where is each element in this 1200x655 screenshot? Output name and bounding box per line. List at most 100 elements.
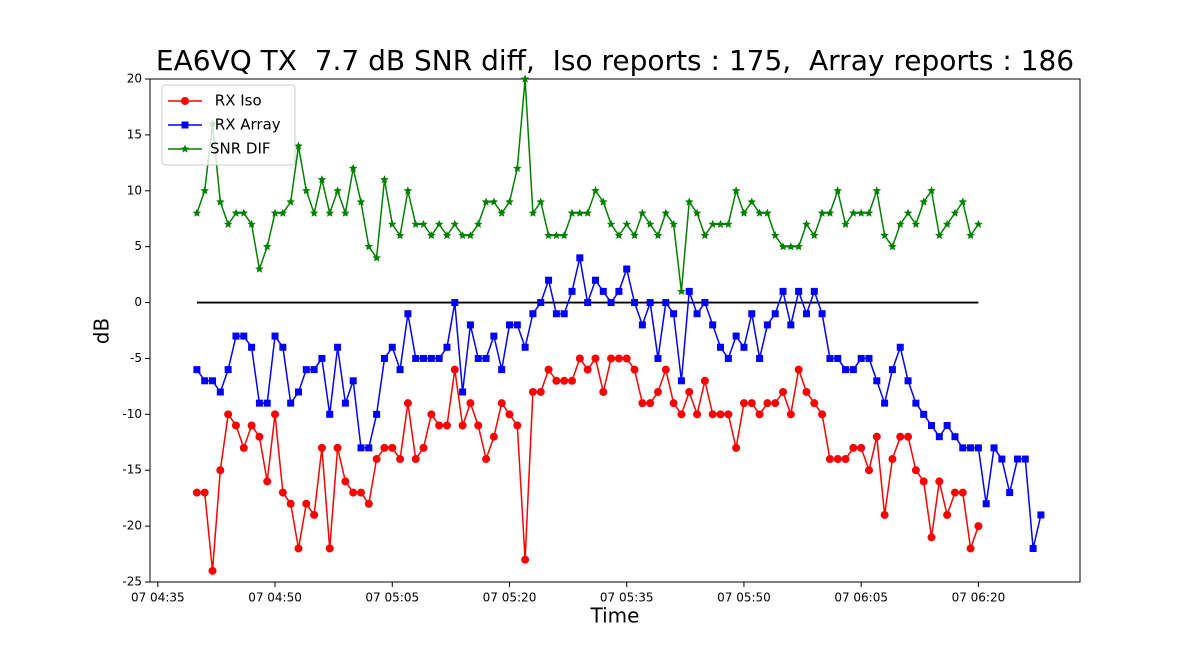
marker [420,354,428,362]
marker [443,343,451,351]
plot-frame [149,78,1081,583]
marker [966,544,975,553]
y-tick-label: 0 [134,295,142,309]
marker [810,287,818,295]
marker [856,208,866,217]
marker [700,231,710,240]
marker [568,287,576,295]
marker [739,208,749,217]
marker [958,197,968,206]
marker [373,410,381,418]
marker [748,310,756,318]
marker [552,376,561,385]
marker [756,354,764,362]
marker [435,354,443,362]
x-tick-label: 07 06:05 [834,591,888,605]
marker [716,410,725,419]
marker [388,219,397,228]
marker [864,208,874,217]
marker [200,186,209,195]
marker [974,522,983,531]
marker [732,443,741,452]
marker [888,242,897,251]
marker [661,365,670,374]
marker [201,377,209,385]
marker [841,219,850,228]
marker [388,343,396,351]
marker [231,421,240,430]
marker [888,455,897,464]
x-axis-label: Time [590,604,640,628]
marker [309,208,319,217]
legend-box [161,84,296,166]
marker [333,443,342,452]
marker [771,310,779,318]
marker [216,388,224,396]
marker [466,321,474,329]
marker [669,399,678,408]
marker [302,499,311,508]
marker [208,566,217,575]
marker [372,455,381,464]
marker [943,510,952,519]
marker [497,399,506,408]
marker [896,219,905,228]
marker [513,421,522,430]
marker [255,264,264,273]
marker [802,219,811,228]
marker [865,354,873,362]
marker [216,197,225,206]
marker [536,387,545,396]
marker [529,310,537,318]
marker [380,354,388,362]
y-axis-label: dB [90,318,114,344]
marker [786,410,795,419]
marker [474,354,482,362]
marker [747,197,756,206]
marker [498,366,506,374]
marker [1021,455,1029,463]
marker [959,444,967,452]
marker [576,254,584,262]
marker [677,377,685,385]
marker [520,74,530,83]
marker [497,208,506,217]
marker [591,354,600,363]
marker [599,197,608,206]
marker [380,443,389,452]
marker [724,410,733,419]
marker [802,310,810,318]
marker [192,488,201,497]
marker [920,410,928,418]
marker [950,488,959,497]
marker [466,231,475,240]
marker [779,287,787,295]
marker [263,399,271,407]
marker [505,321,513,329]
marker [474,421,483,430]
marker [513,321,521,329]
marker [763,208,772,217]
marker [709,321,717,329]
marker [232,332,240,340]
marker [435,421,444,430]
marker [903,208,913,217]
marker [778,242,788,251]
marker [857,354,865,362]
marker [614,231,624,240]
marker [631,299,639,307]
marker [896,343,904,351]
marker [403,399,412,408]
marker [685,287,693,295]
marker [528,208,538,217]
marker [356,197,366,206]
marker [434,219,444,228]
marker [872,186,882,195]
marker [278,488,287,497]
marker [364,499,373,508]
marker [661,208,671,217]
marker [396,366,404,374]
marker [669,219,678,228]
marker [317,443,326,452]
y-tick-label: 15 [127,127,142,141]
